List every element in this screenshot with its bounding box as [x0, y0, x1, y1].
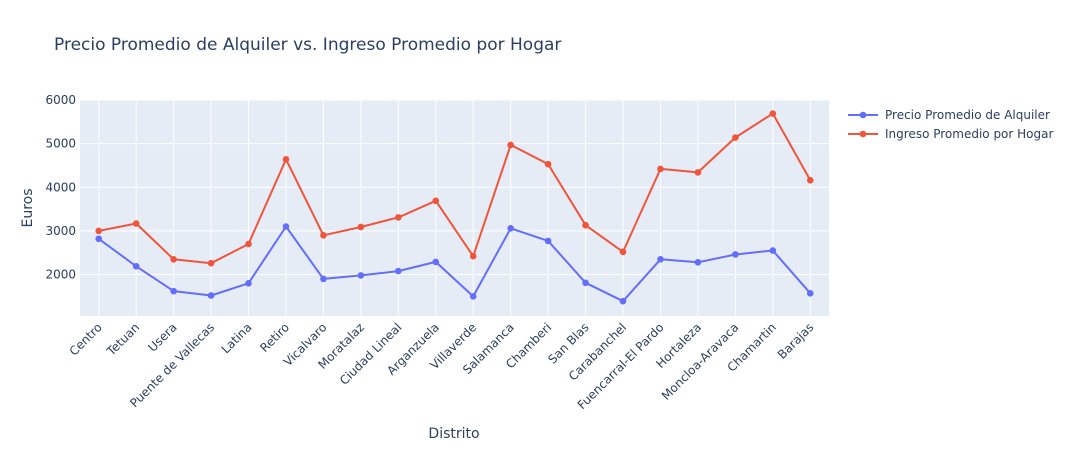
- data-point: [657, 255, 664, 263]
- x-tick-label: Retiro: [257, 320, 292, 355]
- legend-marker: [859, 130, 867, 138]
- series-1: [95, 223, 814, 305]
- data-point: [357, 272, 365, 279]
- data-point: [469, 293, 477, 300]
- legend-item[interactable]: Ingreso Promedio por Hogar: [848, 127, 1053, 141]
- data-point: [207, 259, 215, 267]
- data-point: [619, 248, 627, 256]
- series-2: [95, 110, 814, 267]
- y-tick-label: 2000: [45, 268, 76, 282]
- data-point: [732, 134, 739, 141]
- data-point: [694, 169, 702, 176]
- data-point: [170, 287, 177, 295]
- data-point: [245, 279, 252, 287]
- data-point: [282, 156, 290, 163]
- data-point: [694, 259, 702, 266]
- y-tick-label: 3000: [45, 224, 76, 238]
- data-point: [245, 240, 252, 248]
- x-tick-label: Latina: [219, 320, 255, 356]
- data-point: [806, 176, 814, 184]
- y-tick-label: 4000: [45, 180, 76, 194]
- data-point: [395, 267, 402, 275]
- data-point: [657, 165, 664, 173]
- data-point: [544, 160, 552, 168]
- legend-item[interactable]: Precio Promedio de Alquiler: [848, 108, 1050, 122]
- data-point: [432, 258, 440, 266]
- x-tick-label: Centro: [67, 320, 105, 358]
- data-point: [357, 223, 365, 231]
- data-point: [207, 292, 215, 299]
- data-point: [95, 235, 103, 243]
- data-point: [582, 221, 589, 229]
- data-point: [507, 224, 514, 232]
- chart-title: Precio Promedio de Alquiler vs. Ingreso …: [54, 35, 561, 55]
- data-point: [469, 252, 477, 260]
- data-point: [732, 251, 739, 258]
- data-point: [132, 262, 140, 270]
- series-line: [98, 225, 812, 303]
- x-axis-label: Distrito: [428, 426, 479, 442]
- data-point: [582, 279, 589, 287]
- series-line: [98, 112, 812, 265]
- data-point: [769, 247, 777, 254]
- x-tick-label: Barajas: [775, 320, 817, 362]
- legend-label: Precio Promedio de Alquiler: [885, 108, 1050, 122]
- data-point: [395, 214, 402, 221]
- data-point: [507, 141, 514, 149]
- x-tick-label: Usera: [145, 320, 179, 354]
- y-tick-label: 5000: [45, 137, 76, 151]
- y-tick-label: 6000: [45, 93, 76, 107]
- data-point: [320, 275, 327, 283]
- legend-marker: [859, 111, 867, 119]
- data-point: [170, 255, 177, 263]
- data-point: [619, 297, 627, 305]
- plot-area: [80, 100, 829, 316]
- x-tick-label: Tetuan: [103, 320, 142, 359]
- data-point: [282, 223, 290, 230]
- data-point: [432, 197, 440, 205]
- data-point: [132, 220, 140, 227]
- legend-label: Ingreso Promedio por Hogar: [885, 127, 1053, 141]
- data-point: [544, 237, 552, 245]
- data-point: [806, 290, 814, 297]
- data-point: [769, 110, 777, 117]
- data-point: [320, 231, 327, 239]
- data-point: [95, 227, 103, 235]
- y-axis-label: Euros: [20, 188, 36, 227]
